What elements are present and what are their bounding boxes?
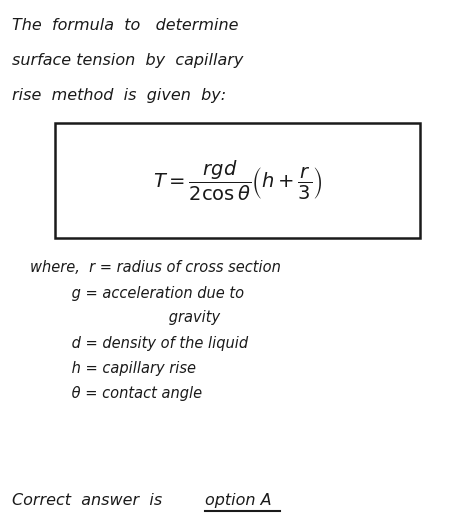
Text: g = acceleration due to: g = acceleration due to — [30, 286, 244, 301]
Text: h = capillary rise: h = capillary rise — [30, 361, 196, 376]
Text: $T = \dfrac{rgd}{2\cos\theta}\left(h + \dfrac{r}{3}\right)$: $T = \dfrac{rgd}{2\cos\theta}\left(h + \… — [153, 158, 322, 203]
Text: Correct  answer  is: Correct answer is — [12, 493, 173, 508]
Text: θ = contact angle: θ = contact angle — [30, 386, 202, 401]
Text: The  formula  to   determine: The formula to determine — [12, 18, 238, 33]
Text: d = density of the liquid: d = density of the liquid — [30, 336, 248, 351]
Bar — [55, 123, 420, 238]
Text: gravity: gravity — [30, 310, 220, 325]
Text: where,  r = radius of cross section: where, r = radius of cross section — [30, 260, 281, 275]
Text: rise  method  is  given  by:: rise method is given by: — [12, 88, 226, 103]
Text: option A: option A — [205, 493, 272, 508]
Text: surface tension  by  capillary: surface tension by capillary — [12, 53, 243, 68]
